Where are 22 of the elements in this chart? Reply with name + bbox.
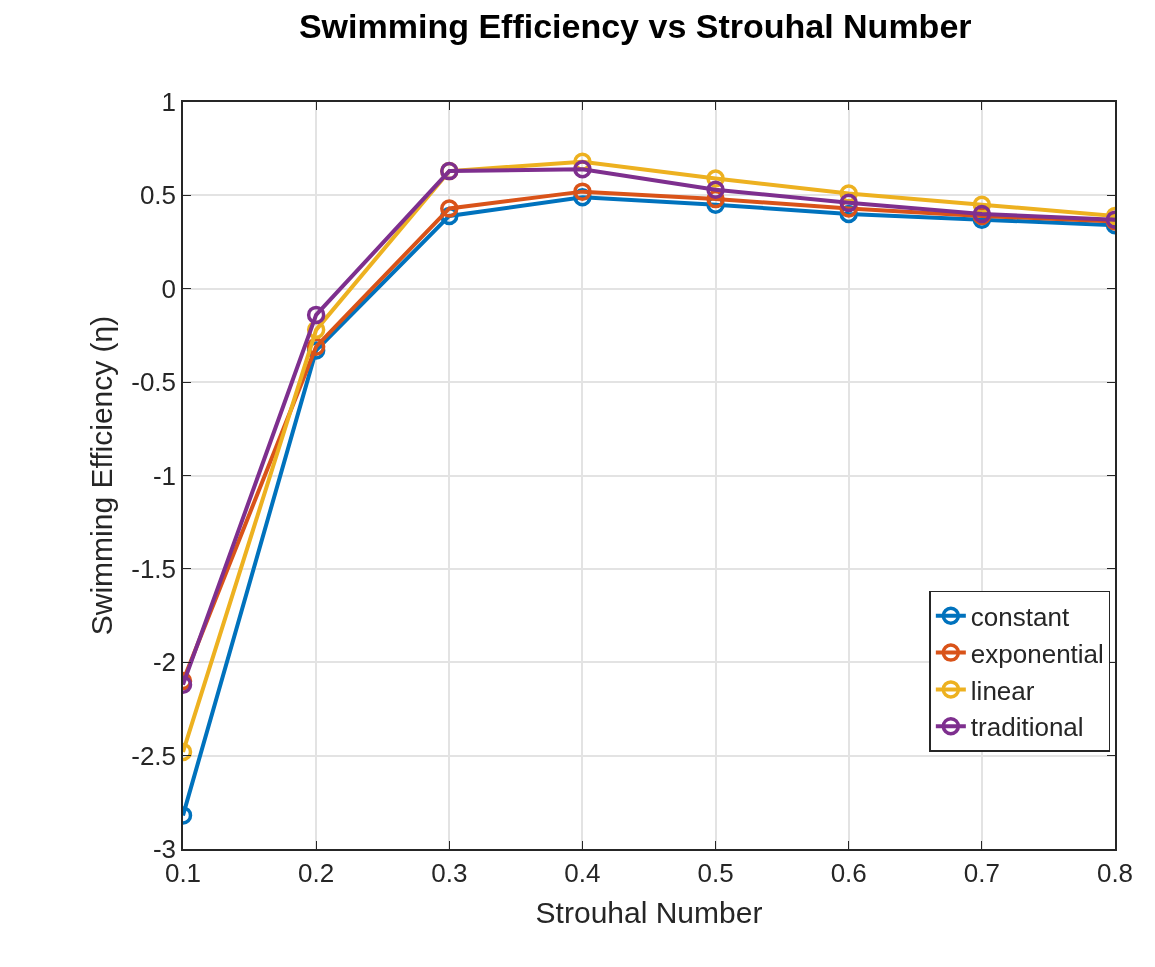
x-tick-label: 0.8 (1096, 857, 1134, 888)
x-tick-label: 0.6 (830, 857, 867, 888)
legend-label: linear (970, 675, 1035, 706)
y-axis-title: Swimming Efficiency (η) (84, 315, 118, 636)
y-tick-label: -2.5 (131, 740, 177, 771)
x-tick-label: 0.7 (963, 857, 1000, 888)
legend-label: exponential (970, 638, 1104, 669)
legend-label: constant (970, 601, 1070, 632)
y-tick-label: -2 (152, 647, 177, 678)
x-axis-title: Strouhal Number (535, 895, 763, 929)
legend-label: traditional (970, 712, 1084, 743)
y-tick-label: -1.5 (131, 553, 177, 584)
x-tick-label: 0.4 (564, 857, 601, 888)
y-tick-label: 0.5 (139, 180, 177, 211)
y-tick-label: 1 (161, 87, 177, 118)
y-tick-label: 0 (161, 273, 177, 304)
chart-title: Swimming Efficiency vs Strouhal Number (298, 7, 972, 46)
y-tick-label: -1 (152, 460, 177, 491)
x-tick-label: 0.2 (298, 857, 335, 888)
x-tick-label: 0.5 (697, 857, 734, 888)
x-tick-label: 0.3 (431, 857, 468, 888)
y-tick-label: -0.5 (131, 367, 177, 398)
